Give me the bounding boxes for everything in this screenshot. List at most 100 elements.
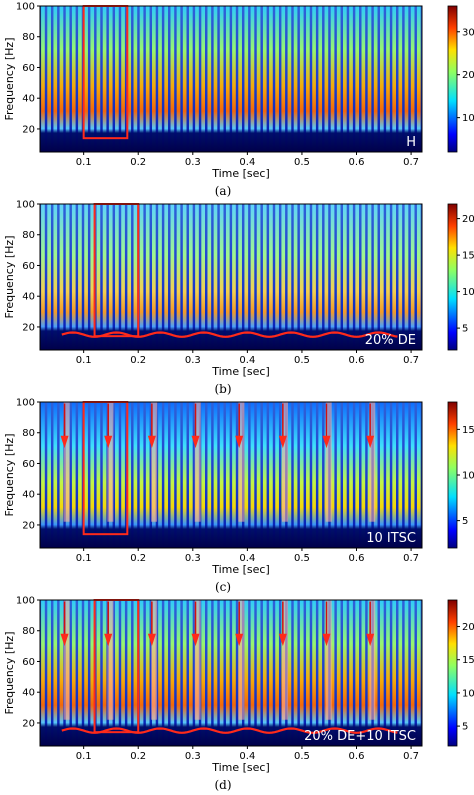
spectrogram-strip xyxy=(330,600,335,746)
colorbar-tick-label: 5 xyxy=(462,722,468,733)
fault-ridge xyxy=(194,600,201,720)
spectrogram-strip xyxy=(232,600,236,746)
x-tick-label: 0.2 xyxy=(130,553,146,564)
spectrogram-strip xyxy=(201,204,205,350)
y-tick-label: 20 xyxy=(22,322,35,333)
spectrogram-strip xyxy=(84,6,88,152)
spectrogram-strip xyxy=(158,600,162,746)
spectrogram-strip xyxy=(207,600,212,746)
spectrogram-strip xyxy=(102,204,107,350)
spectrogram-strip xyxy=(164,402,169,548)
spectrogram-strip xyxy=(121,204,125,350)
y-tick-label: 100 xyxy=(16,2,35,13)
colorbar-tick-label: 30 xyxy=(462,27,474,38)
x-axis-label: Time [sec] xyxy=(211,167,270,180)
spectrogram-strip xyxy=(90,204,95,350)
spectrogram-strip xyxy=(269,600,273,746)
spectrogram-strip xyxy=(145,600,150,746)
y-tick-label: 60 xyxy=(22,459,35,470)
plot-frame xyxy=(39,5,423,153)
spectrogram-strip xyxy=(410,204,415,350)
spectrogram-strip xyxy=(343,6,347,152)
fault-ridge xyxy=(107,402,114,522)
spectrogram-strip xyxy=(145,6,150,152)
spectrogram-strip xyxy=(398,6,403,152)
x-tick-label: 0.1 xyxy=(76,751,92,762)
spectrogram-strip xyxy=(392,402,396,548)
spectrogram-strip xyxy=(299,6,304,152)
spectrogram-strip xyxy=(115,6,119,152)
spectrogram-strip xyxy=(398,600,403,746)
spectrogram-strip xyxy=(336,204,341,350)
spectrogram-strip xyxy=(262,600,267,746)
spectrogram-strip xyxy=(299,600,304,746)
x-tick-label: 0.6 xyxy=(349,355,365,366)
spectrogram-strip xyxy=(127,402,132,548)
spectrogram-strip xyxy=(256,204,261,350)
x-tick-label: 0.6 xyxy=(349,751,365,762)
colorbar-tick-label: 20 xyxy=(462,70,474,81)
spectrogram-strip xyxy=(152,204,156,350)
envelope-curve xyxy=(61,331,398,338)
spectrogram-strip xyxy=(176,600,181,746)
spectrogram-strip xyxy=(182,204,187,350)
spectrogram-strip xyxy=(121,600,125,746)
fault-ridge xyxy=(151,600,158,720)
spectrogram-strip xyxy=(41,402,45,548)
spectrogram-strip xyxy=(102,402,107,548)
spectrogram-strip xyxy=(287,204,292,350)
arrow-head xyxy=(104,435,113,449)
spectrogram-strip xyxy=(355,6,360,152)
spectrogram-strip xyxy=(188,600,193,746)
spectrogram-strip xyxy=(330,204,335,350)
spectrogram-strip xyxy=(127,204,132,350)
colorbar-tick-label: 20 xyxy=(462,622,474,633)
envelope-curve xyxy=(61,727,398,734)
x-tick-label: 0.4 xyxy=(239,751,255,762)
spectrogram-strip xyxy=(59,6,64,152)
spectrogram-strip xyxy=(78,6,82,152)
spectrogram-strip xyxy=(145,402,150,548)
spectrogram-strip xyxy=(41,6,45,152)
spectrogram-strip xyxy=(379,204,384,350)
x-tick-label: 0.1 xyxy=(76,355,92,366)
spectrogram-strip xyxy=(379,600,384,746)
fault-ridge xyxy=(63,402,70,522)
fault-ridge xyxy=(325,600,332,720)
x-tick-label: 0.3 xyxy=(185,157,201,168)
y-tick-label: 60 xyxy=(22,657,35,668)
spectrogram-strip xyxy=(367,6,372,152)
colorbar-tick-label: 10 xyxy=(462,113,474,124)
spectrogram-strip xyxy=(287,6,292,152)
spectrogram-strip xyxy=(275,402,279,548)
x-tick-label: 0.6 xyxy=(349,157,365,168)
spectrogram-strip xyxy=(312,6,316,152)
spectrogram-strip xyxy=(139,204,144,350)
x-axis-label: Time [sec] xyxy=(211,365,270,378)
spectrogram-strip xyxy=(343,402,347,548)
spectrogram-strip xyxy=(275,600,279,746)
spectrogram-strip xyxy=(71,600,76,746)
y-axis-label: Frequency [Hz] xyxy=(3,38,16,121)
colorbar xyxy=(447,203,458,351)
spectrogram-strip xyxy=(343,204,347,350)
spectrogram-strip xyxy=(47,6,51,152)
x-tick-label: 0.4 xyxy=(239,355,255,366)
spectrogram-strip xyxy=(59,600,64,746)
x-axis-label: Time [sec] xyxy=(211,761,270,774)
spectrogram-strip xyxy=(262,402,267,548)
spectrogram-strip xyxy=(219,6,224,152)
spectrogram-strip xyxy=(398,402,403,548)
spectrogram-strip xyxy=(410,402,415,548)
spectrogram-strip xyxy=(244,6,249,152)
x-tick-label: 0.5 xyxy=(294,553,310,564)
y-tick-label: 100 xyxy=(16,200,35,211)
colorbar-tick-label: 15 xyxy=(462,425,474,436)
x-tick-label: 0.5 xyxy=(294,157,310,168)
fault-ridge xyxy=(282,402,288,522)
spectrogram-strip xyxy=(127,6,132,152)
spectrogram-strip xyxy=(71,6,76,152)
y-axis-label: Frequency [Hz] xyxy=(3,434,16,517)
spectrogram-strip xyxy=(139,402,144,548)
